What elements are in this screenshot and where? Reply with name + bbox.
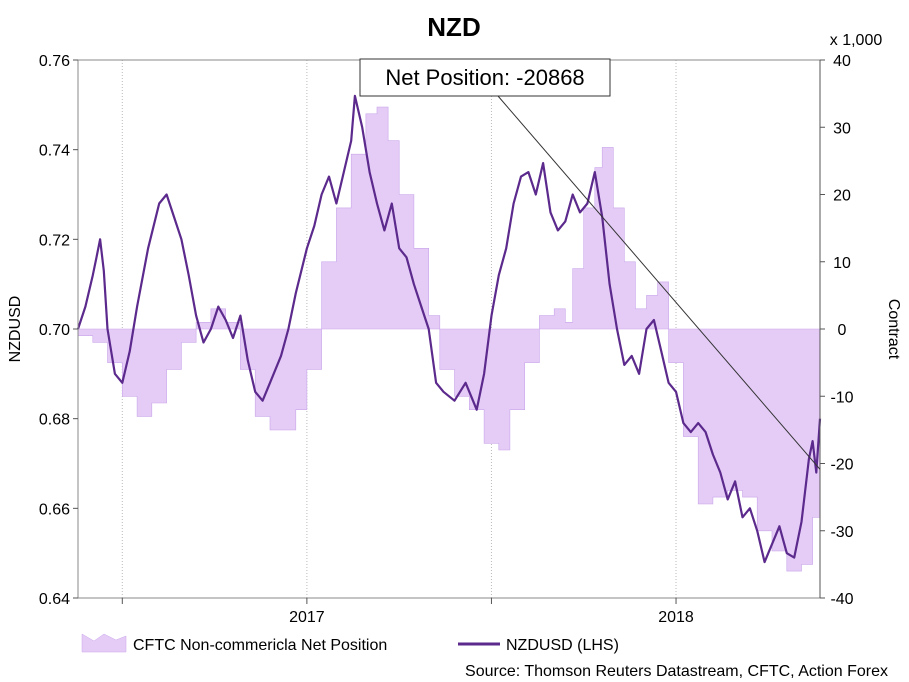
left-tick-label: 0.68 [39, 412, 70, 429]
left-axis-ticks: 0.64 0.66 0.68 0.70 0.72 0.74 0.76 [39, 53, 78, 608]
right-tick-label: 40 [833, 53, 851, 70]
net-position-area [77, 106, 821, 572]
x-tick-label: 2018 [658, 609, 694, 626]
annotation-leader-line [497, 95, 821, 470]
legend-item-nzdusd: NZDUSD (LHS) [458, 637, 619, 654]
legend-label-net-position: CFTC Non-commericla Net Position [133, 637, 387, 654]
right-axis-multiplier: x 1,000 [830, 32, 883, 49]
left-tick-label: 0.66 [39, 501, 70, 518]
right-tick-label: 30 [833, 120, 851, 137]
net-position-annotation: Net Position: -20868 [359, 58, 821, 470]
right-axis-ticks: -40 -30 -20 -10 0 10 20 30 40 [820, 53, 854, 608]
x-axis-ticks: 2017 2018 [121, 598, 694, 626]
legend-item-net-position: CFTC Non-commericla Net Position [81, 633, 387, 654]
left-axis-label: NZDUSD [7, 296, 24, 363]
nzdusd-line-series [76, 94, 822, 564]
left-tick-label: 0.70 [39, 322, 70, 339]
right-tick-label: 20 [833, 188, 851, 205]
legend: CFTC Non-commericla Net Position NZDUSD … [81, 633, 619, 654]
annotation-label: Net Position: -20868 [385, 65, 584, 90]
nzdusd-line [76, 94, 822, 564]
net-position-area-series [77, 106, 821, 572]
right-tick-label: -10 [830, 389, 853, 406]
right-tick-label: 10 [833, 255, 851, 272]
right-tick-label: 0 [838, 322, 847, 339]
legend-label-nzdusd: NZDUSD (LHS) [506, 637, 619, 654]
left-tick-label: 0.64 [39, 591, 70, 608]
legend-area-swatch [81, 633, 127, 653]
right-tick-label: -20 [830, 457, 853, 474]
x-tick-label: 2017 [289, 609, 325, 626]
right-tick-label: -30 [830, 524, 853, 541]
left-tick-label: 0.72 [39, 232, 70, 249]
annotation-box [359, 58, 611, 97]
source-note: Source: Thomson Reuters Datastream, CFTC… [465, 663, 888, 680]
right-tick-label: -40 [830, 591, 853, 608]
left-tick-label: 0.74 [39, 143, 70, 160]
chart-title: NZD [427, 12, 480, 42]
right-axis-label: Contract [885, 299, 902, 360]
left-tick-label: 0.76 [39, 53, 70, 70]
